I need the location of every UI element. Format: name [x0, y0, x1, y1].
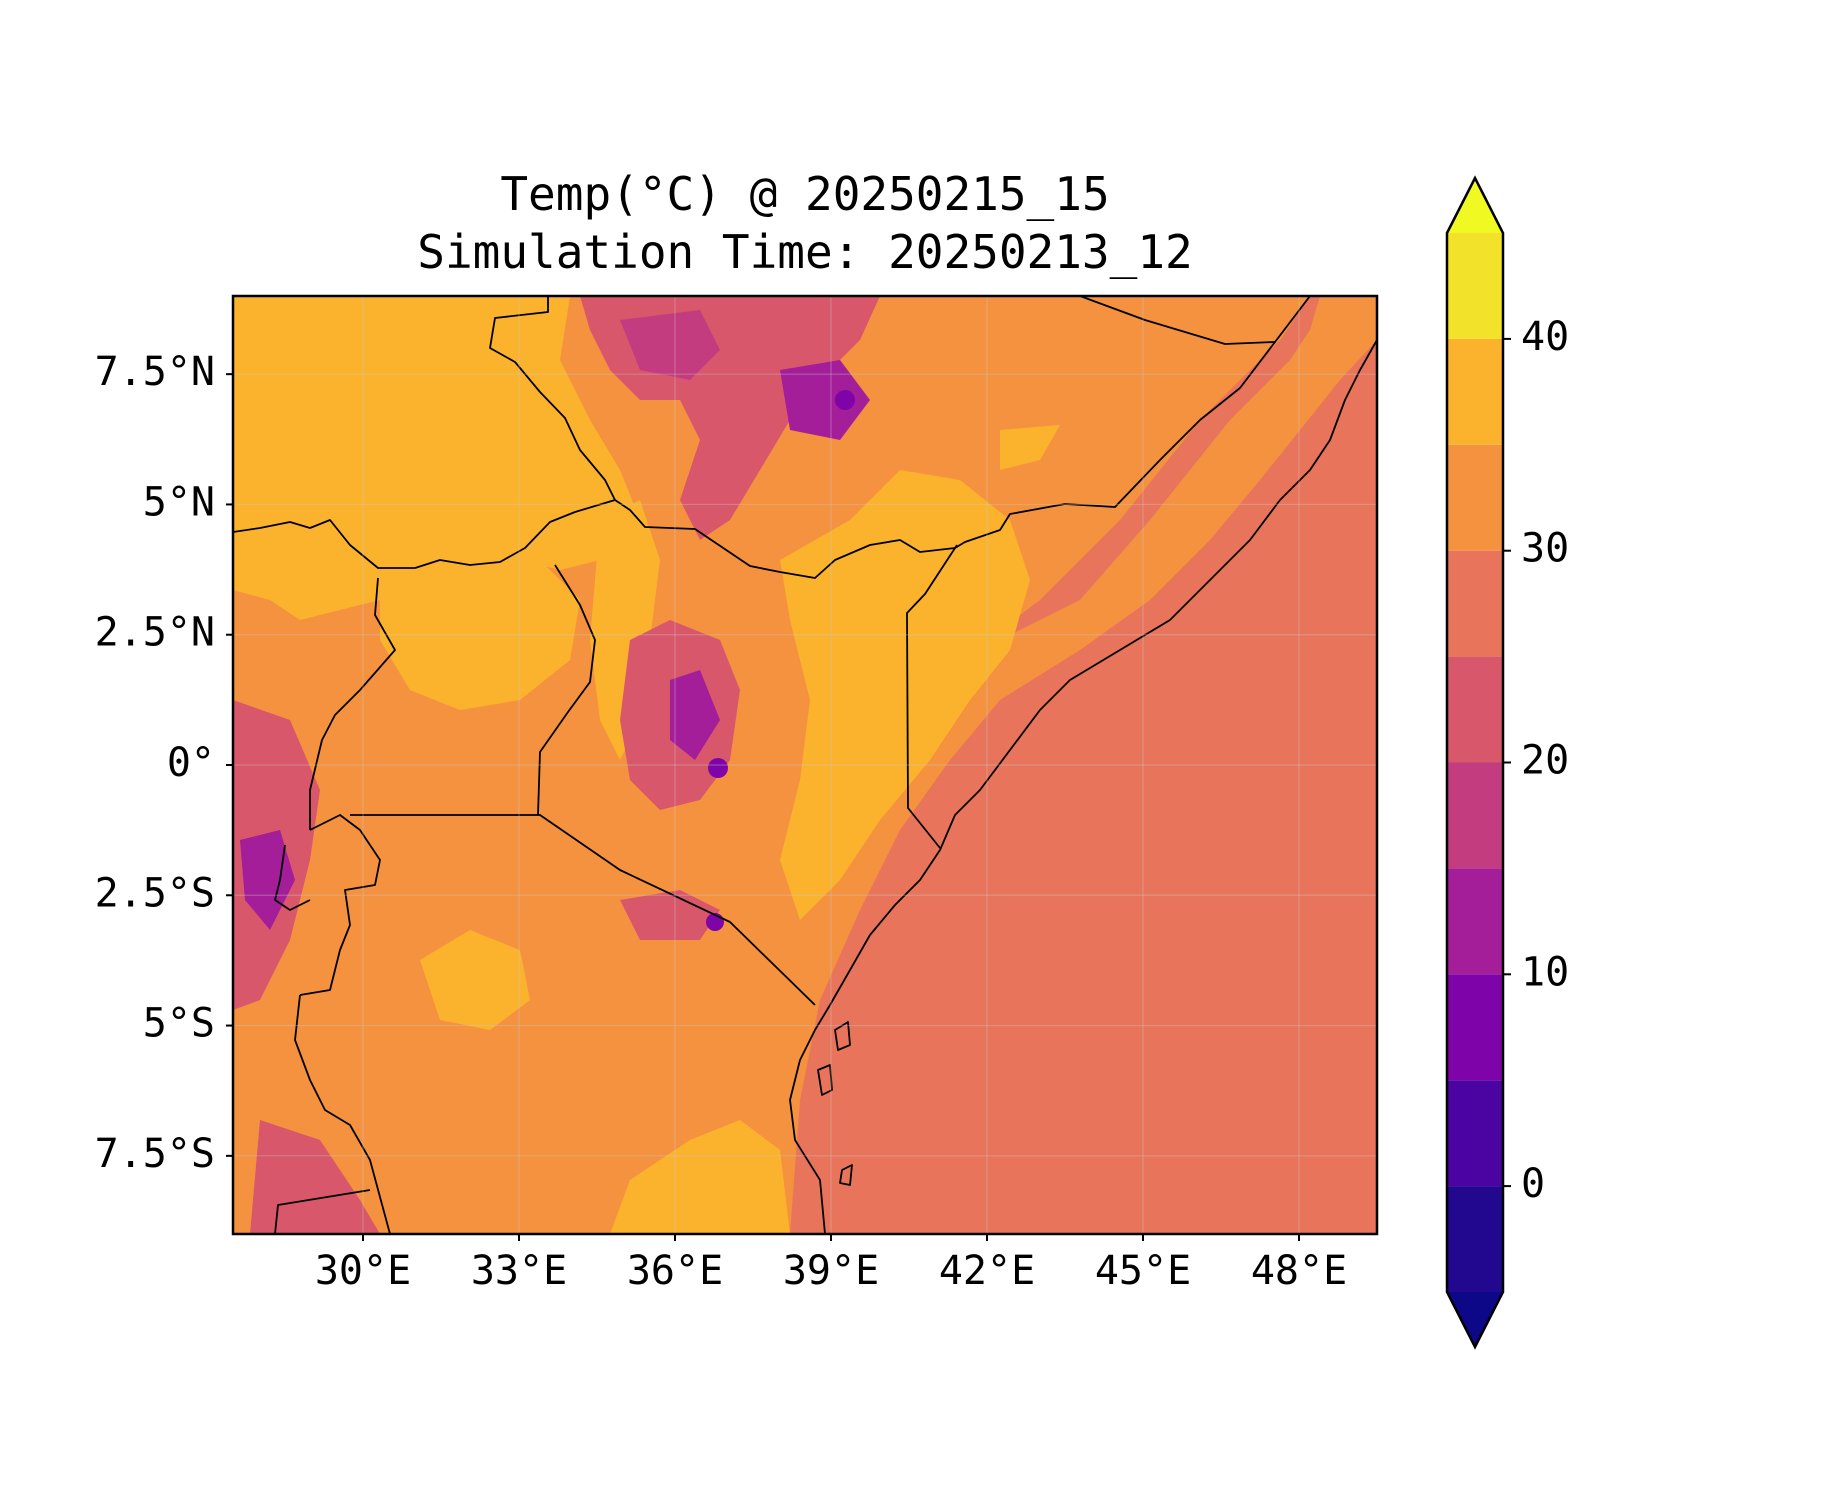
hot-region-lake-basin [380, 560, 580, 710]
cold-spot-simien [835, 390, 855, 410]
lon-tick-label: 36°E [627, 1248, 723, 1294]
lat-tick-label: 5°S [143, 1001, 215, 1047]
colorbar-segment [1447, 550, 1503, 657]
hot-region-northeast-kenya [780, 470, 1030, 920]
colorbar-segment [1447, 656, 1503, 763]
colorbar-tick-label: 10 [1521, 949, 1569, 995]
colorbar-extend-min [1447, 1292, 1503, 1347]
colorbar-segment [1447, 974, 1503, 1081]
lat-tick-label: 0° [167, 740, 215, 786]
lon-tick-label: 42°E [939, 1248, 1035, 1294]
border-lake-victoria-tanzania [350, 814, 816, 1006]
border-sudan-south-sudan [233, 499, 956, 579]
colorbar-extend-max [1447, 178, 1503, 233]
colorbar: 0 10 20 30 40 [1445, 175, 1569, 1350]
hot-region-tanzania-west [420, 930, 530, 1030]
border-ethiopia-djibouti [1079, 296, 1276, 345]
border-uganda-drc [309, 577, 396, 830]
lat-tick-label: 7.5°N [95, 349, 215, 395]
border-zambia-tanzania [274, 1189, 371, 1234]
gridlines [233, 296, 1377, 1234]
lon-tick-label: 45°E [1095, 1248, 1191, 1294]
lat-tick-label: 7.5°S [95, 1131, 215, 1177]
colorbar-tick-label: 30 [1521, 526, 1569, 572]
border-sudan-ethiopia [489, 296, 616, 501]
hot-region-ethiopia-east [1000, 425, 1060, 470]
colorbar-segment [1447, 233, 1503, 339]
cold-core-ethiopia [620, 310, 720, 380]
colorbar-segment [1447, 444, 1503, 551]
pemba-island [817, 1064, 833, 1096]
zanzibar-island [834, 1021, 851, 1051]
longitude-labels: 30°E 33°E 36°E 39°E 42°E 45°E 48°E [315, 1248, 1347, 1294]
border-lake-kivu [274, 844, 311, 911]
lon-tick-label: 30°E [315, 1248, 411, 1294]
border-kenya-somalia [906, 544, 958, 849]
colorbar-segment [1447, 1186, 1503, 1292]
lon-tick-label: 33°E [471, 1248, 567, 1294]
border-ethiopia-somalia-kenya [954, 296, 1311, 549]
lat-tick-label: 2.5°N [95, 610, 215, 656]
lat-tick-label: 2.5°S [95, 870, 215, 916]
cold-core-kenya [670, 670, 720, 760]
cool-highlands-tanzania-south [250, 1120, 380, 1234]
colorbar-segment [1447, 762, 1503, 869]
lon-tick-label: 48°E [1251, 1248, 1347, 1294]
colorbar-tick-label: 0 [1521, 1161, 1545, 1207]
lat-tick-label: 5°N [143, 479, 215, 525]
figure-title: Temp(°C) @ 20250215_15 [500, 167, 1110, 221]
cold-spot-mt-kenya [708, 758, 728, 778]
latitude-labels: 7.5°N 5°N 2.5°N 0° 2.5°S 5°S 7.5°S [95, 349, 215, 1177]
mafia-island [839, 1164, 853, 1186]
colorbar-segment [1447, 338, 1503, 445]
colorbar-outline [1445, 175, 1505, 1350]
border-uganda-kenya [537, 564, 596, 816]
coast-east-africa [789, 339, 1377, 1234]
cold-core-ethiopia-east [780, 360, 870, 440]
hot-region-tanzania-south [610, 1120, 790, 1234]
border-lake-tanganyika [294, 994, 391, 1234]
axis-ticks [226, 373, 1300, 1241]
country-borders [233, 296, 1377, 1234]
colorbar-segment [1447, 1080, 1503, 1187]
colorbar-tick-label: 20 [1521, 738, 1569, 784]
hot-region-north [233, 296, 640, 620]
lon-tick-label: 39°E [783, 1248, 879, 1294]
cool-highlands-kilimanjaro [620, 890, 720, 940]
colorbar-segment [1447, 868, 1503, 975]
colorbar-tick-label: 40 [1521, 314, 1569, 360]
map-panel [233, 296, 1377, 1234]
border-rwanda-burundi [299, 814, 381, 996]
figure-subtitle: Simulation Time: 20250213_12 [417, 225, 1193, 279]
